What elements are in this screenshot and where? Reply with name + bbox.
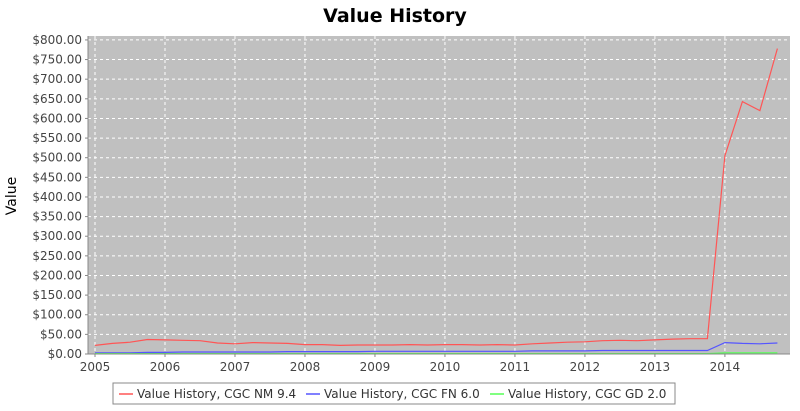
y-tick-label: $750.00 — [32, 53, 82, 67]
y-axis-label: Value — [4, 177, 20, 215]
x-tick-label: 2008 — [290, 360, 321, 374]
y-tick-label: $100.00 — [32, 308, 82, 322]
y-tick-label: $250.00 — [32, 249, 82, 263]
y-tick-label: $400.00 — [32, 190, 82, 204]
x-tick-label: 2007 — [220, 360, 251, 374]
x-tick-label: 2005 — [80, 360, 111, 374]
x-tick-label: 2009 — [360, 360, 391, 374]
y-tick-label: $200.00 — [32, 268, 82, 282]
y-tick-label: $300.00 — [32, 229, 82, 243]
chart-title: Value History — [323, 5, 467, 27]
legend: Value History, CGC NM 9.4 Value History, … — [112, 382, 676, 405]
plot-area — [88, 36, 790, 354]
legend-label-2: Value History, CGC FN 6.0 — [324, 387, 480, 401]
y-tick-label: $500.00 — [32, 151, 82, 165]
x-tick-label: 2013 — [640, 360, 671, 374]
legend-label-1: Value History, CGC NM 9.4 — [137, 387, 296, 401]
y-tick-label: $700.00 — [32, 72, 82, 86]
x-tick-label: 2011 — [500, 360, 531, 374]
series-line-1 — [94, 48, 778, 347]
x-axis-ticks: 2005 2006 2007 2008 2009 2010 2011 2012 2013 2014 — [80, 354, 740, 374]
x-tick-label: 2014 — [710, 360, 741, 374]
y-tick-label: $450.00 — [32, 170, 82, 184]
y-tick-label: $150.00 — [32, 288, 82, 302]
series-line-2 — [95, 341, 778, 354]
y-tick-label: $50.00 — [40, 327, 82, 341]
legend-label-3: Value History, CGC GD 2.0 — [508, 387, 666, 401]
x-tick-label: 2012 — [570, 360, 601, 374]
x-tick-label: 2010 — [430, 360, 461, 374]
y-tick-label: $0.00 — [48, 347, 82, 361]
y-tick-label: $550.00 — [32, 131, 82, 145]
y-tick-label: $800.00 — [32, 33, 82, 47]
y-axis-ticks: $0.00 $50.00 $100.00 $150.00 $200.00 $250.00 $… — [32, 33, 88, 361]
grid-lines — [88, 36, 790, 354]
y-tick-label: $650.00 — [32, 92, 82, 106]
x-tick-label: 2006 — [150, 360, 181, 374]
y-tick-label: $350.00 — [32, 210, 82, 224]
legend-box — [112, 382, 676, 405]
y-tick-label: $600.00 — [32, 111, 82, 125]
